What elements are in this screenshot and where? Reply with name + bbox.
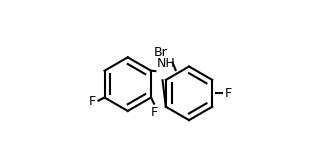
Text: NH: NH <box>157 57 176 70</box>
Text: F: F <box>224 87 231 100</box>
Text: F: F <box>151 106 158 119</box>
Text: F: F <box>89 95 96 108</box>
Text: Br: Br <box>154 46 168 59</box>
